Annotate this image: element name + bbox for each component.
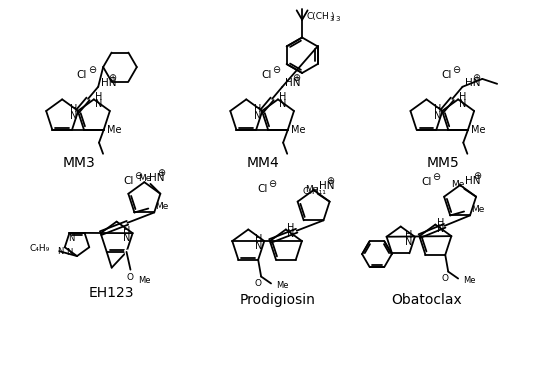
Text: MM3: MM3 — [63, 156, 95, 170]
Text: N: N — [254, 111, 261, 121]
Text: O: O — [442, 274, 449, 283]
Text: Me: Me — [138, 175, 151, 183]
Text: H: H — [459, 92, 467, 103]
Text: N: N — [57, 247, 63, 256]
Text: ⊕: ⊕ — [157, 168, 165, 178]
Text: N: N — [123, 233, 130, 243]
Text: ⊖: ⊖ — [452, 65, 460, 75]
Text: Cl: Cl — [77, 70, 87, 80]
Text: MM4: MM4 — [247, 156, 279, 170]
Text: HN: HN — [149, 173, 165, 183]
Text: Me: Me — [291, 125, 305, 135]
Text: HN: HN — [318, 181, 334, 191]
Text: ⊕: ⊕ — [292, 73, 300, 83]
Text: EH123: EH123 — [89, 286, 134, 300]
Text: N: N — [459, 99, 467, 109]
Text: Me: Me — [139, 276, 151, 285]
Text: ⊕: ⊕ — [472, 73, 480, 83]
Text: Me: Me — [463, 276, 476, 285]
Text: H: H — [287, 223, 295, 233]
Text: N: N — [434, 111, 441, 121]
Text: C₄H₉: C₄H₉ — [29, 244, 50, 253]
Text: H: H — [95, 92, 102, 103]
Text: N: N — [405, 237, 412, 247]
Text: N: N — [66, 248, 72, 257]
Text: ⊕: ⊕ — [108, 73, 116, 83]
Text: Prodigiosin: Prodigiosin — [240, 293, 316, 307]
Text: ⊖: ⊖ — [134, 171, 142, 181]
Text: H: H — [437, 217, 444, 228]
Text: Me: Me — [305, 185, 318, 194]
Text: Me: Me — [107, 125, 121, 135]
Text: Me: Me — [471, 205, 485, 214]
Text: HN: HN — [285, 78, 301, 88]
Text: C(CH: C(CH — [306, 12, 329, 21]
Text: ⊕: ⊕ — [473, 171, 481, 181]
Text: C₅H₁₁: C₅H₁₁ — [302, 187, 327, 196]
Text: HN: HN — [101, 78, 117, 88]
Text: ⊖: ⊖ — [88, 65, 96, 75]
Text: Cl: Cl — [123, 176, 134, 186]
Text: Obatoclax: Obatoclax — [391, 293, 462, 307]
Text: N: N — [287, 229, 295, 240]
Text: N: N — [69, 111, 77, 121]
Text: Me: Me — [452, 180, 465, 189]
Text: Cl: Cl — [257, 184, 267, 194]
Text: H: H — [254, 104, 261, 114]
Text: ⊖: ⊖ — [272, 65, 280, 75]
Text: N: N — [279, 99, 287, 109]
Text: 3: 3 — [336, 16, 340, 22]
Text: Me: Me — [155, 202, 169, 211]
Text: Cl: Cl — [421, 177, 432, 187]
Text: Me: Me — [471, 125, 486, 135]
Text: ⊕: ⊕ — [326, 176, 334, 186]
Text: N: N — [95, 99, 102, 109]
Text: Cl: Cl — [261, 70, 271, 80]
Text: N: N — [255, 241, 262, 251]
Text: H: H — [405, 230, 412, 240]
Text: H: H — [434, 104, 441, 114]
Text: H: H — [123, 226, 130, 236]
Text: 3: 3 — [330, 16, 334, 22]
Text: N: N — [437, 224, 444, 235]
Text: N: N — [68, 234, 75, 243]
Text: H: H — [279, 92, 287, 103]
Text: H: H — [255, 234, 262, 244]
Text: MM5: MM5 — [427, 156, 460, 170]
Text: ⊖: ⊖ — [432, 172, 441, 182]
Text: ⊖: ⊖ — [268, 179, 276, 189]
Text: ): ) — [330, 12, 333, 21]
Text: HN: HN — [465, 176, 481, 186]
Text: Cl: Cl — [441, 70, 452, 80]
Text: O: O — [127, 273, 134, 282]
Text: O: O — [255, 279, 262, 288]
Text: Me: Me — [276, 281, 289, 290]
Text: H: H — [69, 104, 77, 114]
Text: HN: HN — [465, 78, 481, 88]
